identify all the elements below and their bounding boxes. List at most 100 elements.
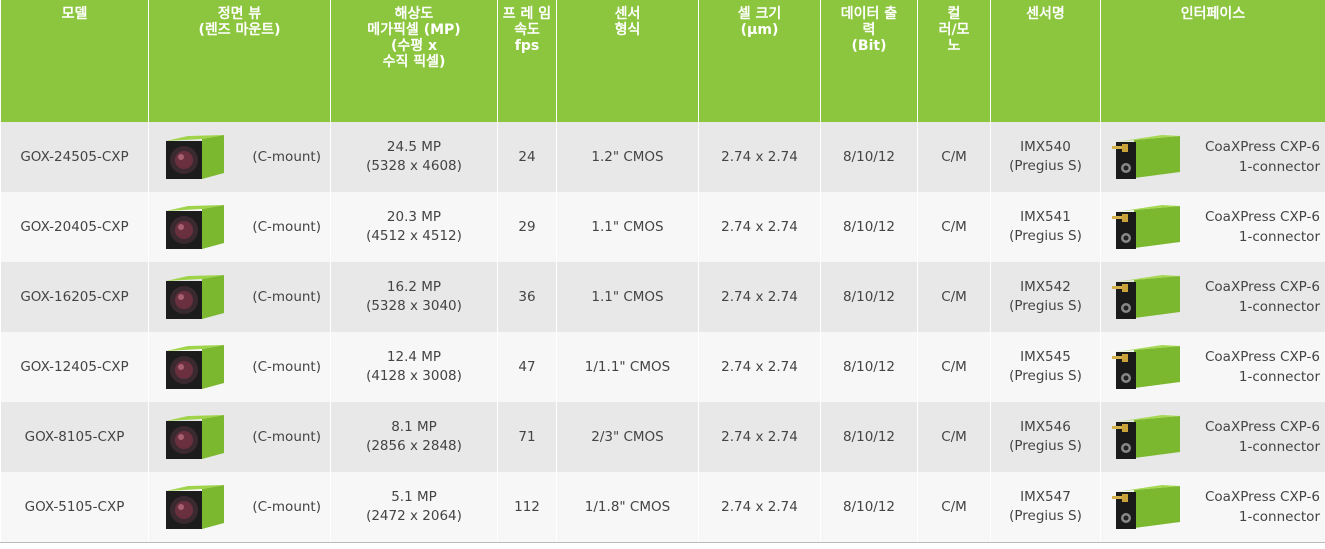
mount: (C-mount) — [252, 428, 321, 447]
sensor-format-cell: 1.2" CMOS — [557, 122, 699, 192]
cell-size-cell: 2.74 x 2.74 — [699, 192, 821, 262]
header-cell: 센서 형식 — [557, 0, 699, 122]
pixels: (2472 x 2064) — [334, 507, 494, 526]
sensor-name: IMX540 — [994, 138, 1097, 157]
fps-cell: 29 — [498, 192, 557, 262]
page: {"table": { "headers": ["모델", "정면 뷰\n(렌즈… — [0, 0, 1325, 549]
front-view: (C-mount) — [152, 343, 327, 391]
camera-back-icon — [1112, 412, 1184, 462]
model-cell: GOX-12405-CXP — [1, 332, 149, 402]
mount: (C-mount) — [252, 358, 321, 377]
connector: 1-connector — [1205, 297, 1320, 317]
front-view-cell: (C-mount) — [149, 472, 331, 543]
megapixels: 8.1 MP — [334, 418, 494, 437]
resolution-cell: 8.1 MP(2856 x 2848) — [331, 402, 498, 472]
front-view-cell: (C-mount) — [149, 402, 331, 472]
header-cell: 센서명 — [991, 0, 1101, 122]
megapixels: 20.3 MP — [334, 208, 494, 227]
bit-depth-cell: 8/10/12 — [821, 402, 918, 472]
header-cell: 해상도 메가픽셀 (MP) (수평 x 수직 픽셀) — [331, 0, 498, 122]
resolution-cell: 20.3 MP(4512 x 4512) — [331, 192, 498, 262]
sensor-cell: IMX542(Pregius S) — [991, 262, 1101, 332]
megapixels: 24.5 MP — [334, 138, 494, 157]
connector: 1-connector — [1205, 227, 1320, 247]
header-cell: 셀 크기 (µm) — [699, 0, 821, 122]
sensor-name: IMX546 — [994, 418, 1097, 437]
interface-name: CoaXPress CXP-6 — [1205, 277, 1320, 297]
table-row: GOX-5105-CXP(C-mount)5.1 MP(2472 x 2064)… — [1, 472, 1325, 543]
pixels: (4512 x 4512) — [334, 227, 494, 246]
table-row: GOX-20405-CXP(C-mount)20.3 MP(4512 x 451… — [1, 192, 1325, 262]
fps-cell: 47 — [498, 332, 557, 402]
sensor-name: IMX545 — [994, 348, 1097, 367]
pixels: (5328 x 4608) — [334, 157, 494, 176]
bit-depth-cell: 8/10/12 — [821, 122, 918, 192]
cell-size-cell: 2.74 x 2.74 — [699, 402, 821, 472]
table-row: GOX-16205-CXP(C-mount)16.2 MP(5328 x 304… — [1, 262, 1325, 332]
bit-depth-cell: 8/10/12 — [821, 332, 918, 402]
sensor-cell: IMX546(Pregius S) — [991, 402, 1101, 472]
model-cell: GOX-8105-CXP — [1, 402, 149, 472]
color-cell: C/M — [918, 262, 991, 332]
color-cell: C/M — [918, 192, 991, 262]
header-cell: 인터페이스 — [1101, 0, 1325, 122]
sensor-format-cell: 1.1" CMOS — [557, 192, 699, 262]
color-cell: C/M — [918, 332, 991, 402]
sensor-series: (Pregius S) — [994, 227, 1097, 246]
fps-cell: 24 — [498, 122, 557, 192]
sensor-cell: IMX545(Pregius S) — [991, 332, 1101, 402]
connector: 1-connector — [1205, 507, 1320, 527]
front-view: (C-mount) — [152, 483, 327, 531]
resolution-cell: 24.5 MP(5328 x 4608) — [331, 122, 498, 192]
front-view: (C-mount) — [152, 273, 327, 321]
sensor-series: (Pregius S) — [994, 157, 1097, 176]
pixels: (4128 x 3008) — [334, 367, 494, 386]
model-cell: GOX-24505-CXP — [1, 122, 149, 192]
resolution-cell: 16.2 MP(5328 x 3040) — [331, 262, 498, 332]
table-row: GOX-24505-CXP(C-mount)24.5 MP(5328 x 460… — [1, 122, 1325, 192]
connector: 1-connector — [1205, 437, 1320, 457]
sensor-name: IMX541 — [994, 208, 1097, 227]
front-view-cell: (C-mount) — [149, 192, 331, 262]
table-body: GOX-24505-CXP(C-mount)24.5 MP(5328 x 460… — [1, 122, 1325, 543]
camera-front-icon — [162, 203, 228, 251]
sensor-series: (Pregius S) — [994, 507, 1097, 526]
cell-size-cell: 2.74 x 2.74 — [699, 262, 821, 332]
cell-size-cell: 2.74 x 2.74 — [699, 472, 821, 543]
front-view-cell: (C-mount) — [149, 122, 331, 192]
interface-name: CoaXPress CXP-6 — [1205, 417, 1320, 437]
resolution-cell: 5.1 MP(2472 x 2064) — [331, 472, 498, 543]
camera-front-icon — [162, 413, 228, 461]
cell-size-cell: 2.74 x 2.74 — [699, 332, 821, 402]
interface-name: CoaXPress CXP-6 — [1205, 487, 1320, 507]
front-view: (C-mount) — [152, 203, 327, 251]
sensor-series: (Pregius S) — [994, 437, 1097, 456]
camera-back-icon — [1112, 202, 1184, 252]
fps-cell: 71 — [498, 402, 557, 472]
fps-cell: 112 — [498, 472, 557, 543]
connector: 1-connector — [1205, 367, 1320, 387]
table-row: GOX-8105-CXP (C-mount) 8.1 MP(2856 x 2848)… — [1, 402, 1325, 472]
color-cell: C/M — [918, 472, 991, 543]
bit-depth-cell: 8/10/12 — [821, 262, 918, 332]
camera-back-icon — [1112, 272, 1184, 322]
interface-name: CoaXPress CXP-6 — [1205, 207, 1320, 227]
front-view-cell: (C-mount) — [149, 262, 331, 332]
sensor-format-cell: 2/3" CMOS — [557, 402, 699, 472]
camera-front-icon — [162, 273, 228, 321]
bit-depth-cell: 8/10/12 — [821, 472, 918, 543]
pixels: (2856 x 2848) — [334, 437, 494, 456]
megapixels: 16.2 MP — [334, 278, 494, 297]
model-cell: GOX-16205-CXP — [1, 262, 149, 332]
color-cell: C/M — [918, 122, 991, 192]
sensor-name: IMX547 — [994, 488, 1097, 507]
